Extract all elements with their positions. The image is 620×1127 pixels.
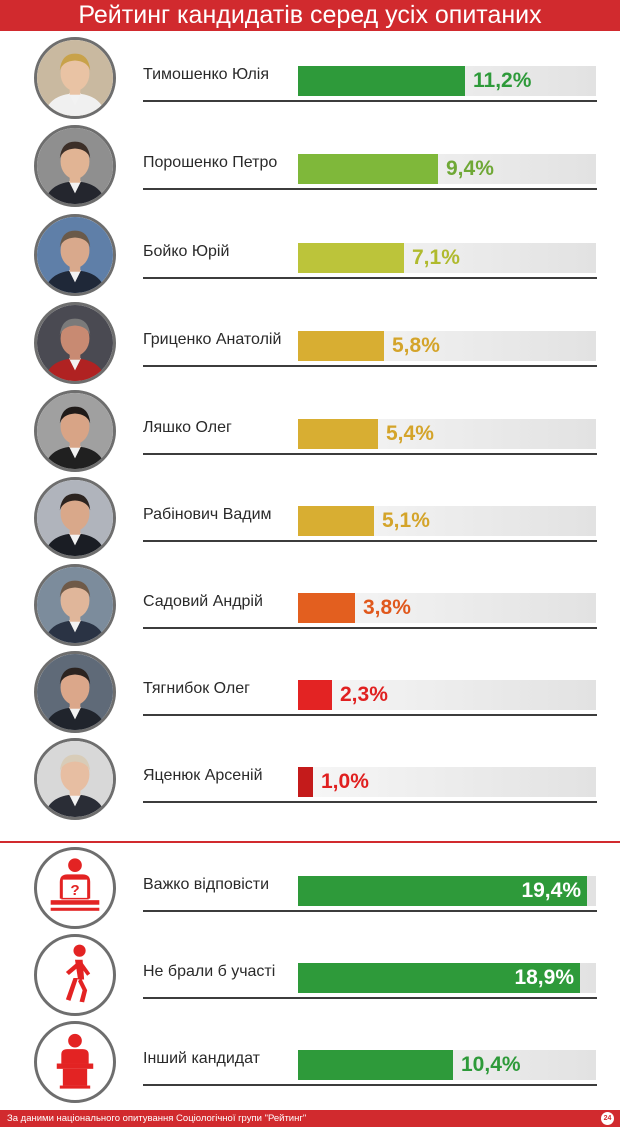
bar-track	[298, 1050, 596, 1080]
candidate-photo	[34, 302, 116, 384]
value-label: 3,8%	[363, 596, 411, 619]
bar-row-2: Порошенко Петро 9,4%	[0, 122, 620, 210]
bar-row-5: Ляшко Олег 5,4%	[0, 387, 620, 475]
bar-row-1: Тимошенко Юлія 11,2%	[0, 34, 620, 122]
bar	[298, 1050, 453, 1080]
bar	[298, 154, 438, 184]
category-label: Тягнибок Олег	[143, 680, 250, 697]
bar-row-10: ? Важко відповісти 19,4%	[0, 844, 620, 932]
bar	[298, 963, 580, 993]
channel-logo: 24	[601, 1112, 614, 1125]
candidate-photo	[34, 564, 116, 646]
category-label: Бойко Юрій	[143, 243, 230, 260]
bar	[298, 593, 355, 623]
value-label: 5,4%	[386, 422, 434, 445]
category-label: Інший кандидат	[143, 1050, 261, 1067]
row-rule	[143, 714, 597, 716]
value-label: 9,4%	[446, 157, 494, 180]
row-rule	[143, 365, 597, 367]
bar-track	[298, 154, 596, 184]
row-rule	[143, 910, 597, 912]
row-rule	[143, 801, 597, 803]
category-label: Яценюк Арсеній	[143, 767, 263, 784]
bar-track	[298, 419, 596, 449]
candidate-photo	[34, 390, 116, 472]
page-title: Рейтинг кандидатів серед усіх опитаних	[0, 0, 620, 31]
bar	[298, 506, 374, 536]
bar-row-3: Бойко Юрій 7,1%	[0, 211, 620, 299]
bar-row-4: Гриценко Анатолій 5,8%	[0, 299, 620, 387]
value-label: 5,1%	[382, 509, 430, 532]
bar-track	[298, 593, 596, 623]
bar	[298, 767, 313, 797]
bar	[298, 243, 404, 273]
bar-track	[298, 243, 596, 273]
bar-row-9: Яценюк Арсеній 1,0%	[0, 735, 620, 823]
row-rule	[143, 188, 597, 190]
candidate-photo	[34, 651, 116, 733]
candidate-photo	[34, 477, 116, 559]
value-label: 2,3%	[340, 683, 388, 706]
value-label: 11,2%	[473, 69, 532, 92]
section-divider	[0, 841, 620, 843]
row-rule	[143, 540, 597, 542]
person-at-podium-icon	[34, 1021, 116, 1103]
bar	[298, 331, 384, 361]
bar-track	[298, 506, 596, 536]
bar-row-7: Садовий Андрій 3,8%	[0, 561, 620, 649]
bar	[298, 680, 332, 710]
walking-person-icon	[34, 934, 116, 1016]
bar-track	[298, 963, 596, 993]
value-label: 10,4%	[461, 1053, 521, 1076]
category-label: Порошенко Петро	[143, 154, 278, 171]
category-label: Ляшко Олег	[143, 419, 232, 436]
candidate-photo	[34, 125, 116, 207]
value-label: 7,1%	[412, 246, 460, 269]
bar	[298, 66, 465, 96]
bar-row-6: Рабінович Вадим 5,1%	[0, 474, 620, 562]
bar-row-8: Тягнибок Олег 2,3%	[0, 648, 620, 736]
candidate-photo	[34, 37, 116, 119]
category-label: Не брали б участі	[143, 963, 276, 980]
row-rule	[143, 453, 597, 455]
category-label: Гриценко Анатолій	[143, 331, 282, 348]
bar-row-12: Інший кандидат 10,4%	[0, 1018, 620, 1106]
bar-track	[298, 331, 596, 361]
category-label: Важко відповісти	[143, 876, 270, 893]
value-label: 18,9%	[514, 966, 574, 989]
row-rule	[143, 1084, 597, 1086]
bar-track	[298, 767, 596, 797]
category-label: Рабінович Вадим	[143, 506, 272, 523]
footer: За даними національного опитування Соціо…	[0, 1110, 620, 1127]
footer-source: За даними національного опитування Соціо…	[7, 1113, 307, 1124]
bar	[298, 419, 378, 449]
bar-track	[298, 680, 596, 710]
row-rule	[143, 627, 597, 629]
category-label: Тимошенко Юлія	[143, 66, 269, 83]
value-label: 1,0%	[321, 770, 369, 793]
row-rule	[143, 100, 597, 102]
row-rule	[143, 997, 597, 999]
value-label: 5,8%	[392, 334, 440, 357]
candidate-photo	[34, 738, 116, 820]
bar	[298, 876, 587, 906]
question-reader-icon: ?	[34, 847, 116, 929]
row-rule	[143, 277, 597, 279]
bar-track	[298, 876, 596, 906]
category-label: Садовий Андрій	[143, 593, 263, 610]
value-label: 19,4%	[521, 879, 581, 902]
candidate-photo	[34, 214, 116, 296]
bar-track	[298, 66, 596, 96]
svg-text:?: ?	[70, 882, 79, 899]
bar-row-11: Не брали б участі 18,9%	[0, 931, 620, 1019]
